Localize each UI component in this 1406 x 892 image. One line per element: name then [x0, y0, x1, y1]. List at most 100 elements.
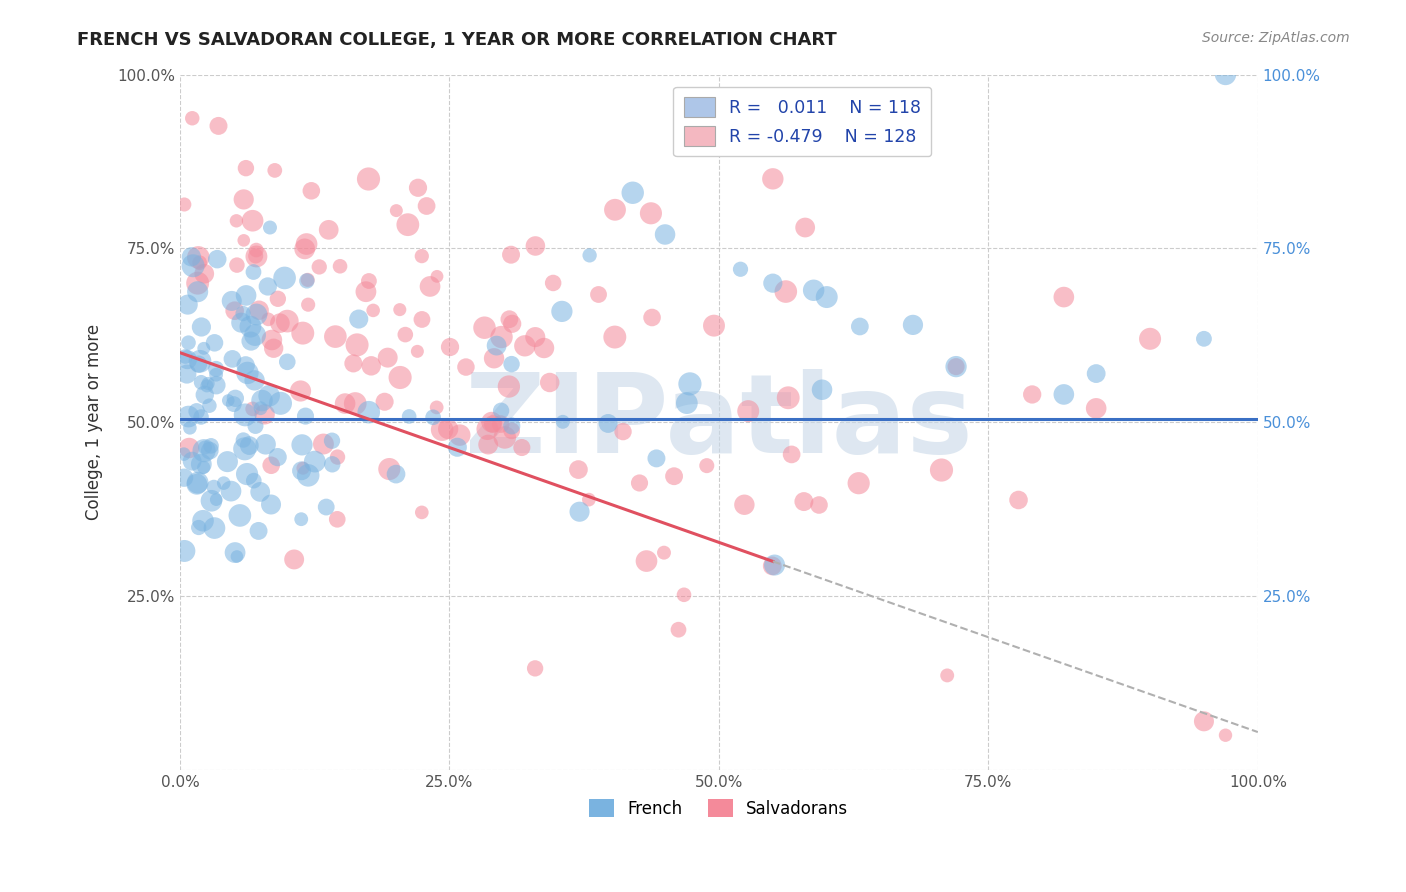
- Point: [513, 339, 536, 353]
- Point: [485, 338, 508, 352]
- Point: [174, 350, 197, 364]
- Point: [236, 467, 259, 481]
- Point: [360, 359, 382, 373]
- Point: [250, 393, 273, 408]
- Point: [249, 484, 271, 499]
- Point: [232, 433, 254, 447]
- Point: [247, 524, 270, 538]
- Point: [411, 505, 433, 519]
- Point: [243, 474, 266, 488]
- Point: [187, 251, 209, 265]
- Point: [219, 484, 242, 499]
- Point: [603, 330, 626, 344]
- Point: [187, 276, 209, 290]
- Point: [1021, 387, 1043, 401]
- Point: [426, 269, 449, 284]
- Point: [696, 458, 718, 473]
- Point: [225, 214, 247, 228]
- Point: [449, 428, 471, 442]
- Point: [501, 317, 523, 331]
- Point: [217, 455, 239, 469]
- Point: [501, 419, 523, 434]
- Point: [489, 403, 512, 417]
- Point: [578, 492, 600, 507]
- Point: [477, 437, 499, 451]
- Point: [193, 460, 215, 475]
- Point: [811, 383, 834, 397]
- Point: [233, 442, 256, 456]
- Point: [931, 463, 953, 477]
- Point: [181, 112, 204, 126]
- Point: [524, 661, 547, 675]
- Point: [181, 454, 204, 468]
- Point: [194, 388, 217, 402]
- Point: [415, 199, 437, 213]
- Point: [291, 461, 314, 475]
- Point: [202, 480, 225, 494]
- Point: [190, 320, 212, 334]
- Point: [283, 552, 305, 566]
- Point: [245, 308, 267, 322]
- Point: [198, 399, 221, 413]
- Point: [761, 558, 783, 573]
- Point: [181, 259, 204, 273]
- Point: [269, 316, 291, 330]
- Point: [482, 417, 505, 431]
- Point: [326, 512, 349, 526]
- Point: [173, 544, 195, 558]
- Point: [224, 392, 246, 406]
- Point: [538, 376, 561, 390]
- Point: [312, 437, 335, 451]
- Point: [498, 379, 520, 393]
- Point: [194, 441, 217, 455]
- Point: [290, 384, 312, 398]
- Point: [245, 250, 267, 264]
- Point: [1085, 367, 1108, 381]
- Point: [641, 310, 664, 325]
- Point: [276, 314, 298, 328]
- Point: [233, 408, 256, 422]
- Point: [259, 220, 281, 235]
- Point: [1192, 714, 1215, 729]
- Point: [266, 450, 288, 464]
- Point: [426, 401, 449, 415]
- Point: [551, 415, 574, 429]
- Point: [186, 404, 208, 418]
- Point: [205, 361, 228, 376]
- Point: [200, 493, 222, 508]
- Point: [188, 354, 211, 368]
- Point: [235, 359, 257, 373]
- Point: [188, 256, 211, 270]
- Point: [295, 237, 318, 252]
- Point: [260, 458, 283, 473]
- Point: [299, 184, 322, 198]
- Point: [291, 326, 314, 340]
- Point: [354, 285, 377, 299]
- Point: [254, 437, 277, 451]
- Point: [240, 334, 263, 348]
- Point: [176, 352, 198, 367]
- Point: [193, 443, 215, 458]
- Point: [645, 451, 668, 466]
- Point: [541, 276, 564, 290]
- Point: [439, 340, 461, 354]
- Point: [267, 292, 290, 306]
- Point: [198, 443, 221, 458]
- Point: [342, 356, 364, 370]
- Point: [180, 250, 202, 264]
- Point: [179, 421, 201, 435]
- Point: [945, 359, 967, 374]
- Point: [652, 546, 675, 560]
- Point: [730, 262, 752, 277]
- Point: [256, 279, 278, 293]
- Point: [329, 260, 352, 274]
- Point: [1215, 68, 1237, 82]
- Y-axis label: College, 1 year or more: College, 1 year or more: [86, 324, 103, 520]
- Point: [325, 329, 347, 343]
- Point: [551, 304, 574, 318]
- Point: [1192, 332, 1215, 346]
- Point: [737, 404, 759, 418]
- Point: [612, 425, 634, 439]
- Point: [703, 318, 725, 333]
- Point: [187, 520, 209, 534]
